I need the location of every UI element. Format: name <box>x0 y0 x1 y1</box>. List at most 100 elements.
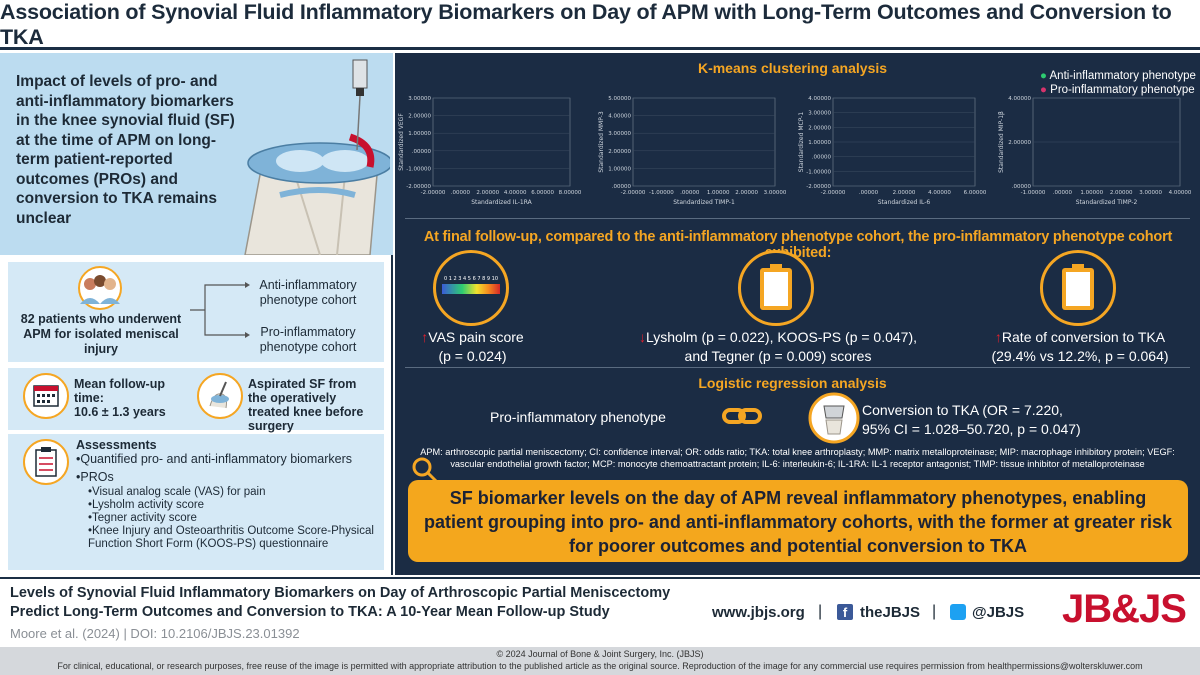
followup-value: 10.6 ± 1.3 years <box>74 405 166 419</box>
permission-line: For clinical, educational, or research p… <box>57 661 1143 671</box>
twitter-link[interactable]: @JBJS <box>972 604 1025 621</box>
down-arrow-icon: ↓ <box>638 329 646 345</box>
x-tick-label: 6.00000 <box>531 190 554 196</box>
y-tick-label: .00000 <box>1012 184 1032 190</box>
article-title: Levels of Synovial Fluid Inflammatory Bi… <box>10 584 710 622</box>
scatter-chart: 3.00000 2.00000 1.00000 .00000 -1.00000 -2.00… <box>398 96 582 206</box>
clipboard-icon <box>1062 264 1094 310</box>
x-tick-label: 4.00000 <box>504 190 527 196</box>
calendar-icon <box>23 373 69 419</box>
y-axis-label: Standardized VEGF <box>398 113 405 171</box>
y-tick-label: 4.00000 <box>808 96 831 102</box>
x-tick-label: 4.00000 <box>1169 190 1192 196</box>
copyright-bar <box>0 647 1200 675</box>
y-tick-label: 2.00000 <box>1008 140 1031 146</box>
x-tick-label: .00000 <box>859 190 879 196</box>
lysholm-result-line1: Lysholm (p = 0.022), KOOS-PS (p = 0.047)… <box>645 329 918 345</box>
regression-left: Pro-inflammatory phenotype <box>490 409 666 425</box>
regression-right-line2: 95% CI = 1.028–50.720, p = 0.047) <box>862 421 1081 437</box>
assessment-subitem: •Tegner activity score <box>88 512 197 524</box>
y-tick-label: .00000 <box>612 184 632 190</box>
pro-cohort-label: Pro-inflammatory phenotype cohort <box>259 325 357 354</box>
tka-result-line2: (29.4% vs 12.2%, p = 0.064) <box>991 348 1169 364</box>
y-tick-label: 4.00000 <box>608 114 631 120</box>
x-tick-label: -2.00000 <box>821 190 846 196</box>
plot-area <box>632 97 776 187</box>
separator: | <box>818 603 823 620</box>
legend-anti: ● Anti-inflammatory phenotype <box>1040 70 1196 82</box>
x-tick-label: 2.00000 <box>476 190 499 196</box>
followup-label: Mean follow-up time: <box>74 377 165 405</box>
x-tick-label: -2.00000 <box>421 190 446 196</box>
assessment-subitem: •Knee Injury and Osteoarthritis Outcome … <box>88 525 374 550</box>
plot-area <box>432 97 571 187</box>
up-arrow-icon: ↑ <box>994 329 1002 345</box>
x-tick-label: -1.00000 <box>649 190 674 196</box>
divider <box>405 218 1190 219</box>
y-axis-label: Standardized MCP-1 <box>798 112 805 173</box>
tka-result-line1: Rate of conversion to TKA <box>1001 329 1166 345</box>
vas-result-line1: VAS pain score <box>428 329 524 345</box>
y-tick-label: 3.00000 <box>408 96 431 102</box>
y-tick-label: .00000 <box>812 155 832 161</box>
clipboard-icon <box>23 439 69 485</box>
x-tick-label: 3.00000 <box>764 190 787 196</box>
y-tick-label: 5.00000 <box>608 96 631 102</box>
scatter-chart: 5.00000 4.00000 3.00000 2.00000 1.00000 .0000… <box>598 96 787 206</box>
cohort-split-arrows <box>190 282 250 338</box>
assessments-title: Assessments <box>76 438 157 452</box>
vas-result: ↑VAS pain score (p = 0.024) <box>405 328 540 366</box>
divider <box>405 367 1190 368</box>
twitter-icon[interactable] <box>950 604 966 620</box>
x-tick-label: 2.00000 <box>893 190 916 196</box>
article-title-line2: Predict Long-Term Outcomes and Conversio… <box>10 604 610 620</box>
x-tick-label: 6.00000 <box>964 190 987 196</box>
page-title: Association of Synovial Fluid Inflammato… <box>0 0 1172 49</box>
x-axis-label: Standardized IL-6 <box>878 199 931 206</box>
key-message-box <box>408 480 1188 562</box>
y-tick-label: -1.00000 <box>406 166 431 172</box>
x-tick-label: 8.00000 <box>559 190 582 196</box>
x-tick-label: .00000 <box>451 190 471 196</box>
aspirated-text: Aspirated SF from the operatively treate… <box>248 377 364 433</box>
website-link[interactable]: www.jbjs.org <box>712 604 805 621</box>
abbreviations: APM: arthroscopic partial meniscectomy; … <box>420 447 1175 469</box>
patients-text: 82 patients who underwent APM for isolat… <box>20 312 182 356</box>
x-tick-label: 2.00000 <box>735 190 758 196</box>
assessment-item: •Quantified pro- and anti-inflammatory b… <box>76 452 353 466</box>
y-tick-label: -1.00000 <box>806 169 831 175</box>
y-tick-label: 2.00000 <box>608 149 631 155</box>
scatter-charts: 3.000002.000001.00000.00000-1.00000-2.00… <box>398 96 1192 206</box>
lysholm-result: ↓Lysholm (p = 0.022), KOOS-PS (p = 0.047… <box>628 328 928 366</box>
x-axis-label: Standardized TIMP-1 <box>673 199 735 206</box>
y-axis-label: Standardized MIP-1β <box>998 111 1005 173</box>
assessments-section <box>8 434 384 570</box>
patients-icon <box>78 266 122 310</box>
assessment-item: •PROs <box>76 470 114 484</box>
y-tick-label: 3.00000 <box>808 111 831 117</box>
legend-pro-label: Pro-inflammatory phenotype <box>1050 84 1195 96</box>
y-tick-label: -2.00000 <box>406 184 431 190</box>
key-message: SF biomarker levels on the day of APM re… <box>423 488 1173 556</box>
x-tick-label: 3.00000 <box>1139 190 1162 196</box>
knee-implant-icon <box>808 392 860 444</box>
up-arrow-icon: ↑ <box>421 329 429 345</box>
assessment-subitem: •Lysholm activity score <box>88 499 205 511</box>
vas-scale-icon: 0 1 2 3 4 5 6 7 8 9 10 <box>442 276 500 294</box>
facebook-link[interactable]: theJBJS <box>860 604 921 621</box>
anti-cohort-label: Anti-inflammatory phenotype cohort <box>259 278 357 307</box>
y-tick-label: 1.00000 <box>408 131 431 137</box>
x-tick-label: .00000 <box>1053 190 1073 196</box>
x-tick-label: -2.00000 <box>621 190 646 196</box>
legend-anti-label: Anti-inflammatory phenotype <box>1049 70 1196 82</box>
vas-result-line2: (p = 0.024) <box>438 348 507 364</box>
link-chain-icon <box>722 408 762 424</box>
tka-result: ↑Rate of conversion to TKA (29.4% vs 12.2… <box>970 328 1190 366</box>
knee-illustration <box>244 59 390 255</box>
facebook-icon[interactable]: f <box>837 604 853 620</box>
x-tick-label: 1.00000 <box>1080 190 1103 196</box>
clustering-title: K-means clustering analysis <box>697 60 888 76</box>
vas-scale-numbers: 0 1 2 3 4 5 6 7 8 9 10 <box>444 276 498 282</box>
followup-section <box>8 368 384 430</box>
